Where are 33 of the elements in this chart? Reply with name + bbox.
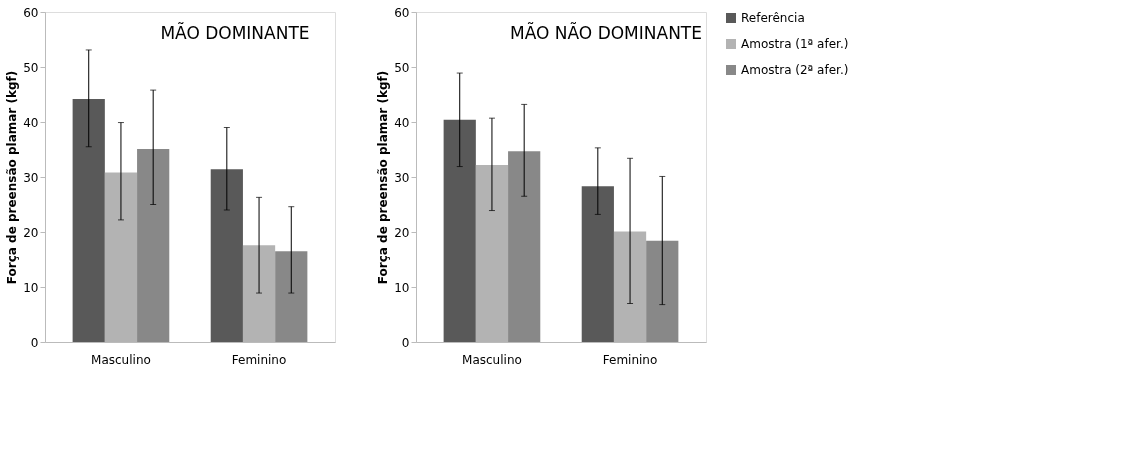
bar <box>443 119 476 342</box>
bar <box>508 151 541 342</box>
bar <box>581 186 614 342</box>
x-tick-label: Masculino <box>91 352 151 367</box>
bar <box>210 169 243 342</box>
y-tick-label: 50 <box>23 60 39 75</box>
y-tick-label: 30 <box>394 170 410 185</box>
bar <box>72 98 105 342</box>
legend-label: Amostra (1ª afer.) <box>741 37 849 51</box>
y-tick-label: 10 <box>394 280 410 295</box>
y-tick-label: 40 <box>394 115 410 130</box>
y-axis-title: Força de preensão plamar (kgf) <box>376 70 391 285</box>
y-tick-label: 60 <box>394 5 410 20</box>
legend-label: Referência <box>741 11 805 25</box>
bar <box>275 251 308 342</box>
x-tick-label: Feminino <box>231 352 287 367</box>
y-tick-label: 30 <box>23 170 39 185</box>
y-tick-label: 40 <box>23 115 39 130</box>
text: MÃO NÃO DOMINANTE <box>510 22 702 43</box>
y-tick-label: 10 <box>23 280 39 295</box>
y-tick-label: 0 <box>30 335 39 350</box>
y-tick-label: 50 <box>394 60 410 75</box>
x-tick-label: Masculino <box>462 352 522 367</box>
y-tick-label: 20 <box>23 225 39 240</box>
y-tick-label: 0 <box>401 335 410 350</box>
y-axis-title: Força de preensão plamar (kgf) <box>5 70 20 285</box>
text: MÃO DOMINANTE <box>160 22 310 43</box>
y-tick-label: 60 <box>23 5 39 20</box>
bar <box>137 148 170 342</box>
bar <box>646 240 679 342</box>
x-tick-label: Feminino <box>602 352 658 367</box>
legend-label: Amostra (2ª afer.) <box>741 63 849 77</box>
y-tick-label: 20 <box>394 225 410 240</box>
